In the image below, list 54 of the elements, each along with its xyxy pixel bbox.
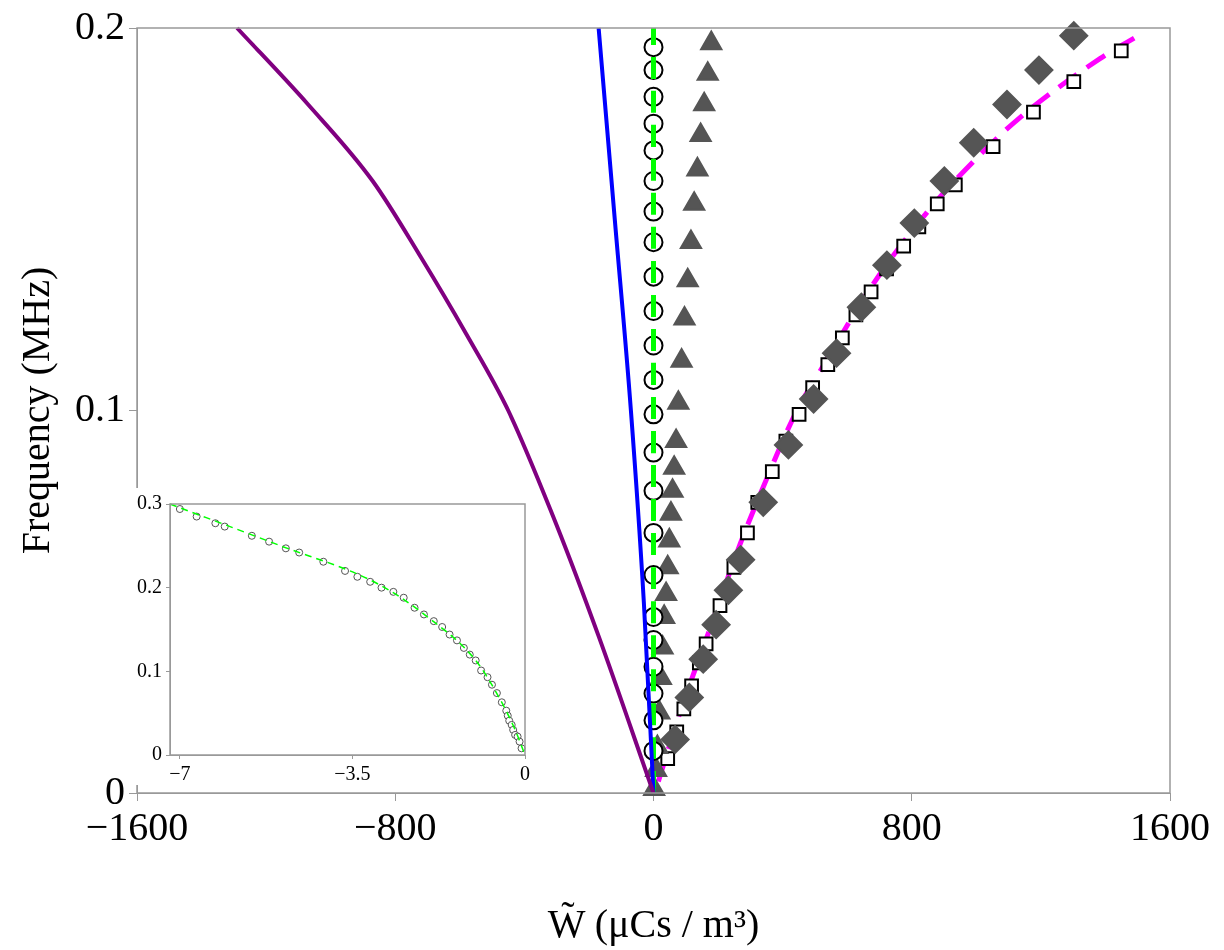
point	[341, 566, 350, 575]
point	[353, 572, 362, 581]
point	[1066, 74, 1082, 89]
point	[896, 238, 912, 254]
x-axis-title: W̃ (μCs / m³)	[547, 900, 760, 946]
y-tick-label: 0.2	[137, 574, 162, 597]
point	[660, 724, 690, 754]
point	[445, 630, 454, 639]
y-tick-label: 0.1	[75, 385, 125, 430]
point	[992, 90, 1022, 119]
point	[726, 545, 756, 575]
point	[483, 673, 492, 682]
point	[515, 737, 524, 746]
point	[452, 636, 461, 645]
point	[929, 196, 945, 212]
x-tick-label: 0	[520, 762, 530, 785]
y-axis-title: Frequency (MHz)	[12, 266, 58, 555]
point	[688, 644, 718, 674]
point	[366, 577, 375, 586]
point	[1026, 104, 1041, 120]
point	[1113, 43, 1129, 59]
x-tick-label: 0	[643, 803, 664, 849]
x-tick-label: 1600	[1130, 803, 1210, 849]
point	[822, 338, 852, 368]
point	[265, 537, 274, 546]
y-tick-label: 0.3	[137, 491, 162, 514]
point	[791, 406, 807, 422]
point	[773, 430, 803, 460]
point	[175, 505, 184, 514]
point	[899, 208, 929, 238]
point	[701, 610, 731, 640]
x-tick-label: −7	[169, 762, 191, 785]
point	[959, 128, 989, 158]
line-series	[169, 503, 526, 756]
x-tick-label: −1600	[85, 803, 189, 849]
point	[1059, 21, 1089, 51]
x-tick-label: 800	[881, 803, 942, 849]
point	[1024, 55, 1054, 85]
x-tick-label: −3.5	[334, 762, 371, 785]
y-tick-label: 0.1	[137, 658, 162, 681]
x-tick-label: −800	[353, 803, 437, 849]
point	[799, 384, 829, 414]
point	[985, 139, 1001, 154]
point	[674, 682, 704, 712]
point	[929, 166, 959, 196]
point	[764, 464, 780, 480]
point	[748, 487, 778, 517]
point	[740, 525, 755, 541]
y-tick-label: 0	[152, 742, 162, 765]
point	[220, 522, 229, 531]
y-tick-label: 0.2	[75, 2, 125, 48]
point	[846, 292, 876, 322]
point	[872, 250, 902, 280]
point	[713, 575, 743, 605]
